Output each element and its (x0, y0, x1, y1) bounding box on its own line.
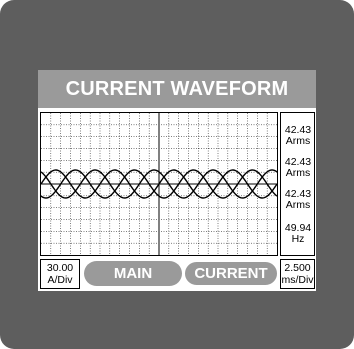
readout-phase-3-value: 42.43 (284, 188, 312, 200)
vertical-scale-unit: A/Div (47, 274, 73, 286)
readout-phase-1: 42.43 Arms (281, 125, 315, 147)
readout-phase-2: 42.43 Arms (281, 157, 315, 179)
readout-phase-3: 42.43 Arms (281, 189, 315, 211)
readout-frequency-value: 49.94 (284, 222, 312, 234)
readout-phase-1-unit: Arms (285, 135, 311, 147)
phase-3-trace (41, 169, 277, 199)
vertical-scale-value: 30.00 (46, 262, 74, 274)
phase-1-trace (41, 169, 277, 199)
main-button[interactable]: MAIN (84, 261, 182, 286)
time-scale-box[interactable]: 2.500 ms/Div (280, 259, 315, 289)
readout-panel: 42.43 Arms 42.43 Arms 42.43 Arms 49.94 H… (280, 112, 315, 256)
time-scale-value: 2.500 (284, 262, 311, 274)
readout-frequency: 49.94 Hz (281, 223, 315, 245)
readout-frequency-unit: Hz (291, 233, 305, 245)
phase-2-trace (41, 169, 277, 199)
waveform-svg (41, 113, 277, 255)
time-scale-unit: ms/Div (281, 274, 314, 286)
current-button[interactable]: CURRENT (184, 261, 278, 286)
readout-phase-1-value: 42.43 (284, 124, 312, 136)
readout-phase-3-unit: Arms (285, 199, 311, 211)
readout-phase-2-unit: Arms (285, 167, 311, 179)
waveform-plot (40, 112, 278, 256)
display-screen: CURRENT WAVEFORM 42.43 Arms 42.43 Arms 4… (38, 70, 316, 291)
readout-phase-2-value: 42.43 (284, 156, 312, 168)
vertical-scale-box[interactable]: 30.00 A/Div (40, 259, 80, 289)
screen-title: CURRENT WAVEFORM (38, 70, 316, 108)
bottom-bar: 30.00 A/Div MAIN CURRENT 2.500 ms/Div (38, 258, 316, 291)
